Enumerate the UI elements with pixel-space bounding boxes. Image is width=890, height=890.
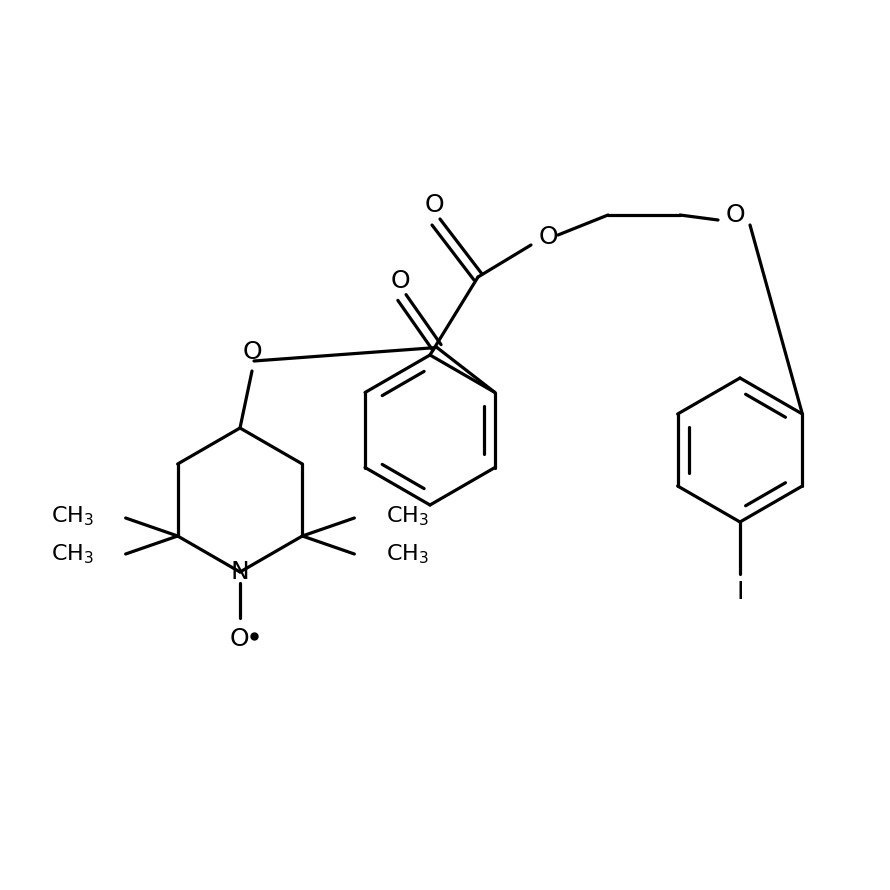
Text: O: O (538, 225, 558, 249)
Text: CH$_3$: CH$_3$ (51, 542, 93, 566)
Text: O: O (425, 193, 444, 217)
Text: CH$_3$: CH$_3$ (51, 505, 93, 528)
Text: CH$_3$: CH$_3$ (386, 505, 429, 528)
Text: N: N (231, 560, 249, 584)
Text: O: O (242, 340, 262, 364)
Text: O: O (390, 269, 409, 293)
Text: CH$_3$: CH$_3$ (386, 542, 429, 566)
Text: O: O (230, 627, 249, 651)
Text: I: I (736, 580, 744, 604)
Text: O: O (725, 203, 745, 227)
